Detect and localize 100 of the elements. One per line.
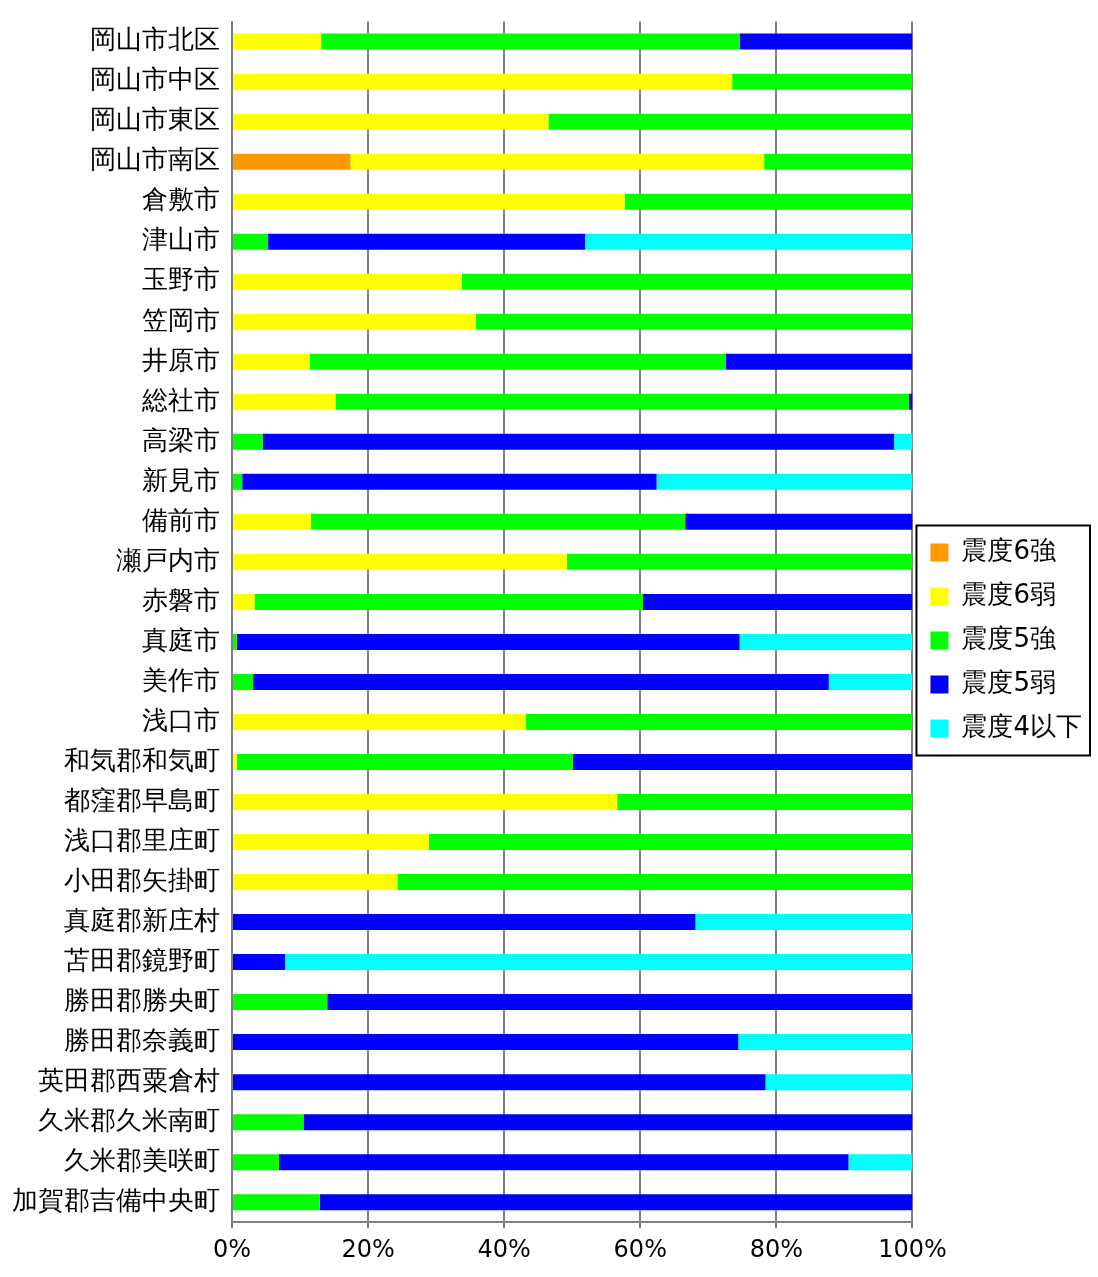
bar — [848, 1154, 913, 1171]
y-tick-label: 赤磐市 — [142, 584, 220, 615]
y-tick-label: 浅口郡里庄町 — [64, 824, 220, 855]
x-tick-label: 20% — [341, 1234, 395, 1263]
bar — [233, 513, 311, 530]
bar — [656, 473, 913, 490]
bar — [233, 753, 237, 770]
x-tick-label: 60% — [613, 1234, 667, 1263]
bar — [233, 954, 286, 971]
bar — [310, 513, 686, 530]
bar — [233, 593, 255, 610]
y-tick-label: 久米郡美咲町 — [64, 1144, 220, 1175]
y-tick-label: 玉野市 — [142, 264, 220, 295]
x-tick-label: 100% — [878, 1234, 947, 1263]
y-tick-label: 英田郡西粟倉村 — [38, 1064, 220, 1095]
bar — [617, 793, 913, 810]
bar — [624, 193, 913, 210]
bar — [428, 834, 913, 851]
bar — [233, 193, 625, 210]
bar — [309, 353, 727, 370]
bar — [233, 113, 549, 130]
bar — [572, 753, 913, 770]
bar — [242, 473, 657, 490]
legend-label: 震度5弱 — [961, 667, 1056, 698]
bar — [764, 153, 913, 170]
bar — [233, 834, 429, 851]
bar — [695, 914, 913, 931]
bar — [327, 994, 913, 1011]
bar — [233, 793, 618, 810]
y-tick-label: 総社市 — [141, 384, 220, 415]
bar — [525, 713, 913, 730]
bar — [643, 593, 913, 610]
bar — [233, 673, 254, 690]
bar — [253, 673, 829, 690]
y-tick-label: 井原市 — [142, 344, 220, 375]
bar — [765, 1074, 913, 1091]
bar — [233, 353, 310, 370]
bar — [233, 233, 269, 250]
y-tick-label: 岡山市東区 — [90, 104, 220, 135]
bar — [236, 633, 740, 650]
x-tick-label: 40% — [477, 1234, 531, 1263]
bar — [828, 673, 913, 690]
bar — [233, 473, 243, 490]
bar — [566, 553, 913, 570]
y-tick-label: 備前市 — [142, 504, 220, 535]
bar — [285, 954, 913, 971]
bar — [738, 1034, 913, 1051]
y-tick-label: 勝田郡勝央町 — [64, 984, 220, 1015]
bar — [233, 433, 263, 450]
y-tick-label: 新見市 — [142, 464, 220, 495]
bar — [726, 353, 913, 370]
bar — [268, 233, 586, 250]
y-tick-label: 都窪郡早島町 — [64, 784, 220, 815]
bar — [319, 1194, 913, 1211]
bar — [233, 1194, 320, 1211]
bar — [475, 313, 913, 330]
y-tick-label: 浅口市 — [142, 704, 220, 735]
x-tick-label: 80% — [749, 1234, 804, 1263]
y-tick-label: 和気郡和気町 — [64, 744, 220, 775]
bar — [233, 713, 526, 730]
y-tick-label: 真庭郡新庄村 — [64, 904, 220, 935]
y-tick-label: 笠岡市 — [142, 304, 220, 335]
y-tick-label: 美作市 — [142, 664, 220, 695]
bar — [233, 994, 328, 1011]
bar — [233, 153, 351, 170]
legend-label: 震度6強 — [961, 535, 1056, 566]
y-tick-label: 津山市 — [142, 224, 220, 255]
bar — [236, 753, 573, 770]
bar — [350, 153, 765, 170]
bar — [685, 513, 913, 530]
y-tick-label: 岡山市南区 — [90, 144, 220, 175]
y-tick-label: 久米郡久米南町 — [38, 1104, 220, 1135]
bar — [739, 633, 913, 650]
bar — [233, 393, 336, 410]
legend-label: 震度5強 — [961, 623, 1056, 654]
y-tick-label: 瀬戸内市 — [116, 544, 220, 575]
bar — [233, 874, 398, 891]
bar — [278, 1154, 849, 1171]
y-tick-label: 小田郡矢掛町 — [64, 864, 220, 895]
bar — [233, 33, 322, 50]
bar — [233, 914, 696, 931]
bar — [233, 553, 567, 570]
legend-label: 震度6弱 — [961, 579, 1056, 610]
bar — [894, 433, 913, 450]
bar — [303, 1114, 913, 1131]
bar — [254, 593, 643, 610]
bar — [321, 33, 740, 50]
y-tick-label: 岡山市中区 — [90, 64, 220, 95]
bar — [233, 1154, 279, 1171]
bar — [233, 313, 476, 330]
y-tick-label: 勝田郡奈義町 — [64, 1024, 220, 1055]
y-tick-label: 真庭市 — [142, 624, 220, 655]
bar — [462, 273, 913, 290]
y-tick-label: 加賀郡吉備中央町 — [12, 1184, 220, 1215]
bar — [233, 633, 237, 650]
bar — [262, 433, 895, 450]
bar — [233, 1034, 739, 1051]
legend-label: 震度4以下 — [961, 711, 1082, 742]
y-tick-label: 岡山市北区 — [90, 24, 220, 55]
bar — [335, 393, 910, 410]
